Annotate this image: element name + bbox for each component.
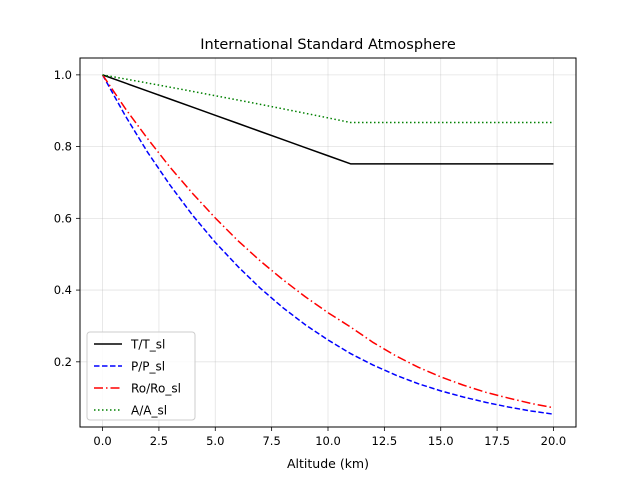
y-tick-label: 0.2: [54, 355, 72, 369]
x-tick-label: 17.5: [484, 434, 510, 448]
y-tick-label: 1.0: [54, 68, 72, 82]
legend-box: [86, 331, 196, 421]
x-axis-label: Altitude (km): [287, 456, 369, 471]
x-tick-label: 5.0: [206, 434, 224, 448]
y-tick-label: 0.6: [54, 211, 72, 225]
x-tick-label: 12.5: [372, 434, 398, 448]
series-line-ro-ro-sl: [101, 74, 554, 409]
series-lines: [101, 74, 554, 415]
legend-label: T/T_sl: [130, 338, 165, 352]
x-tick-label: 7.5: [262, 434, 280, 448]
series-line-p-p-sl: [101, 74, 554, 415]
grid: [80, 58, 576, 427]
legend-label: Ro/Ro_sl: [131, 382, 181, 396]
x-tick-label: 15.0: [428, 434, 454, 448]
x-tick-label: 20.0: [541, 434, 567, 448]
x-tick-label: 10.0: [315, 434, 341, 448]
y-tick-label: 0.8: [54, 140, 72, 154]
series-line-t-t-sl: [102, 74, 554, 165]
legend-label: P/P_sl: [131, 360, 165, 374]
x-tick-label: 2.5: [150, 434, 168, 448]
y-axis-ticks: 0.2 0.4 0.6 0.8 1.0: [54, 68, 80, 369]
chart-title: International Standard Atmosphere: [200, 37, 456, 53]
series-line-a-a-sl: [102, 74, 554, 124]
x-tick-label: 0.0: [93, 434, 111, 448]
legend-label: A/A_sl: [131, 404, 167, 418]
x-axis-ticks: 0.0 2.5 5.0 7.5 10.0 12.5 15.0 17.5 20.0: [93, 427, 566, 448]
y-tick-label: 0.4: [54, 283, 72, 297]
legend: T/T_sl P/P_sl Ro/Ro_sl A/A_sl: [86, 331, 196, 421]
